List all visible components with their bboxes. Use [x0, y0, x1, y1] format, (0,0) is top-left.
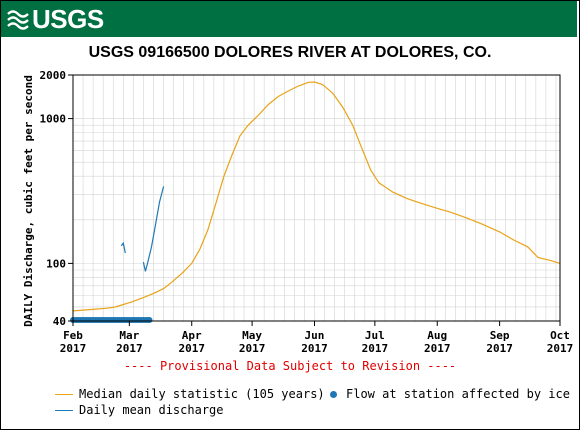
y-tick-label: 1000	[40, 113, 67, 126]
ice-affected-marker	[146, 317, 153, 323]
y-axis-label: DAILY Discharge, cubic feet per second	[22, 75, 35, 327]
provisional-notice: ---- Provisional Data Subject to Revisio…	[123, 359, 457, 373]
plot-border	[72, 74, 561, 322]
x-tick-label: May	[242, 329, 262, 342]
axis-ticks: Feb2017Mar2017Apr2017May2017Jun2017Jul20…	[40, 69, 574, 355]
chart-title: USGS 09166500 DOLORES RIVER AT DOLORES, …	[88, 44, 492, 61]
x-tick-label: Oct	[550, 329, 570, 342]
x-tick-year: 2017	[60, 342, 87, 355]
x-tick-year: 2017	[116, 342, 143, 355]
x-tick-year: 2017	[424, 342, 451, 355]
x-tick-label: Aug	[427, 329, 447, 342]
legend-ice: Flow at station affected by ice	[330, 387, 570, 401]
x-tick-label: Jul	[365, 329, 385, 342]
usgs-banner: USGS	[1, 1, 577, 37]
legend-median-label: Median daily statistic (105 years)	[79, 387, 325, 401]
x-tick-label: Jun	[305, 329, 325, 342]
x-tick-year: 2017	[301, 342, 328, 355]
daily-mean-discharge-line	[120, 241, 126, 254]
logo-text: USGS	[32, 3, 104, 34]
usgs-wave-icon	[7, 10, 29, 30]
x-tick-label: Mar	[119, 329, 139, 342]
x-tick-year: 2017	[486, 342, 513, 355]
median-daily-line	[72, 81, 561, 312]
x-tick-label: Feb	[63, 329, 83, 342]
y-tick-label: 100	[46, 257, 66, 270]
legend-discharge-label: Daily mean discharge	[79, 403, 224, 417]
ice-dot-swatch	[330, 390, 337, 398]
x-tick-label: Sep	[490, 329, 510, 342]
discharge-line-swatch	[55, 409, 73, 411]
y-tick-label: 40	[53, 315, 66, 328]
legend-ice-label: Flow at station affected by ice	[346, 387, 570, 401]
usgs-logo[interactable]: USGS	[7, 4, 104, 34]
grid-lines	[72, 75, 560, 321]
legend-discharge: Daily mean discharge	[55, 403, 224, 417]
x-tick-year: 2017	[362, 342, 389, 355]
median-line-swatch	[55, 393, 73, 395]
x-tick-year: 2017	[178, 342, 205, 355]
daily-mean-discharge-line	[142, 186, 165, 272]
x-tick-year: 2017	[547, 342, 574, 355]
y-tick-label: 2000	[40, 69, 67, 82]
x-tick-label: Apr	[182, 329, 202, 342]
x-tick-year: 2017	[239, 342, 266, 355]
legend-median: Median daily statistic (105 years)	[55, 387, 325, 401]
